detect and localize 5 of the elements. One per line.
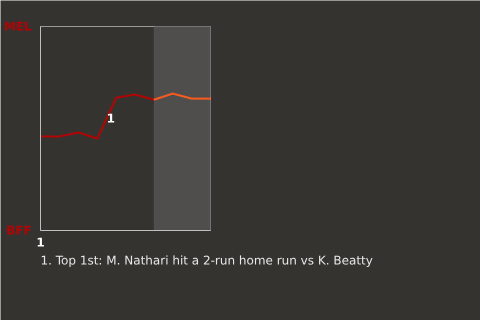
text: 1: [36, 236, 45, 250]
text: MEL: [4, 20, 32, 34]
annotation: 1: [106, 112, 115, 126]
text: 1. Top 1st: M. Nathari hit a 2-run home run vs K. Beatty: [40, 254, 373, 268]
text: BFF: [6, 224, 32, 238]
